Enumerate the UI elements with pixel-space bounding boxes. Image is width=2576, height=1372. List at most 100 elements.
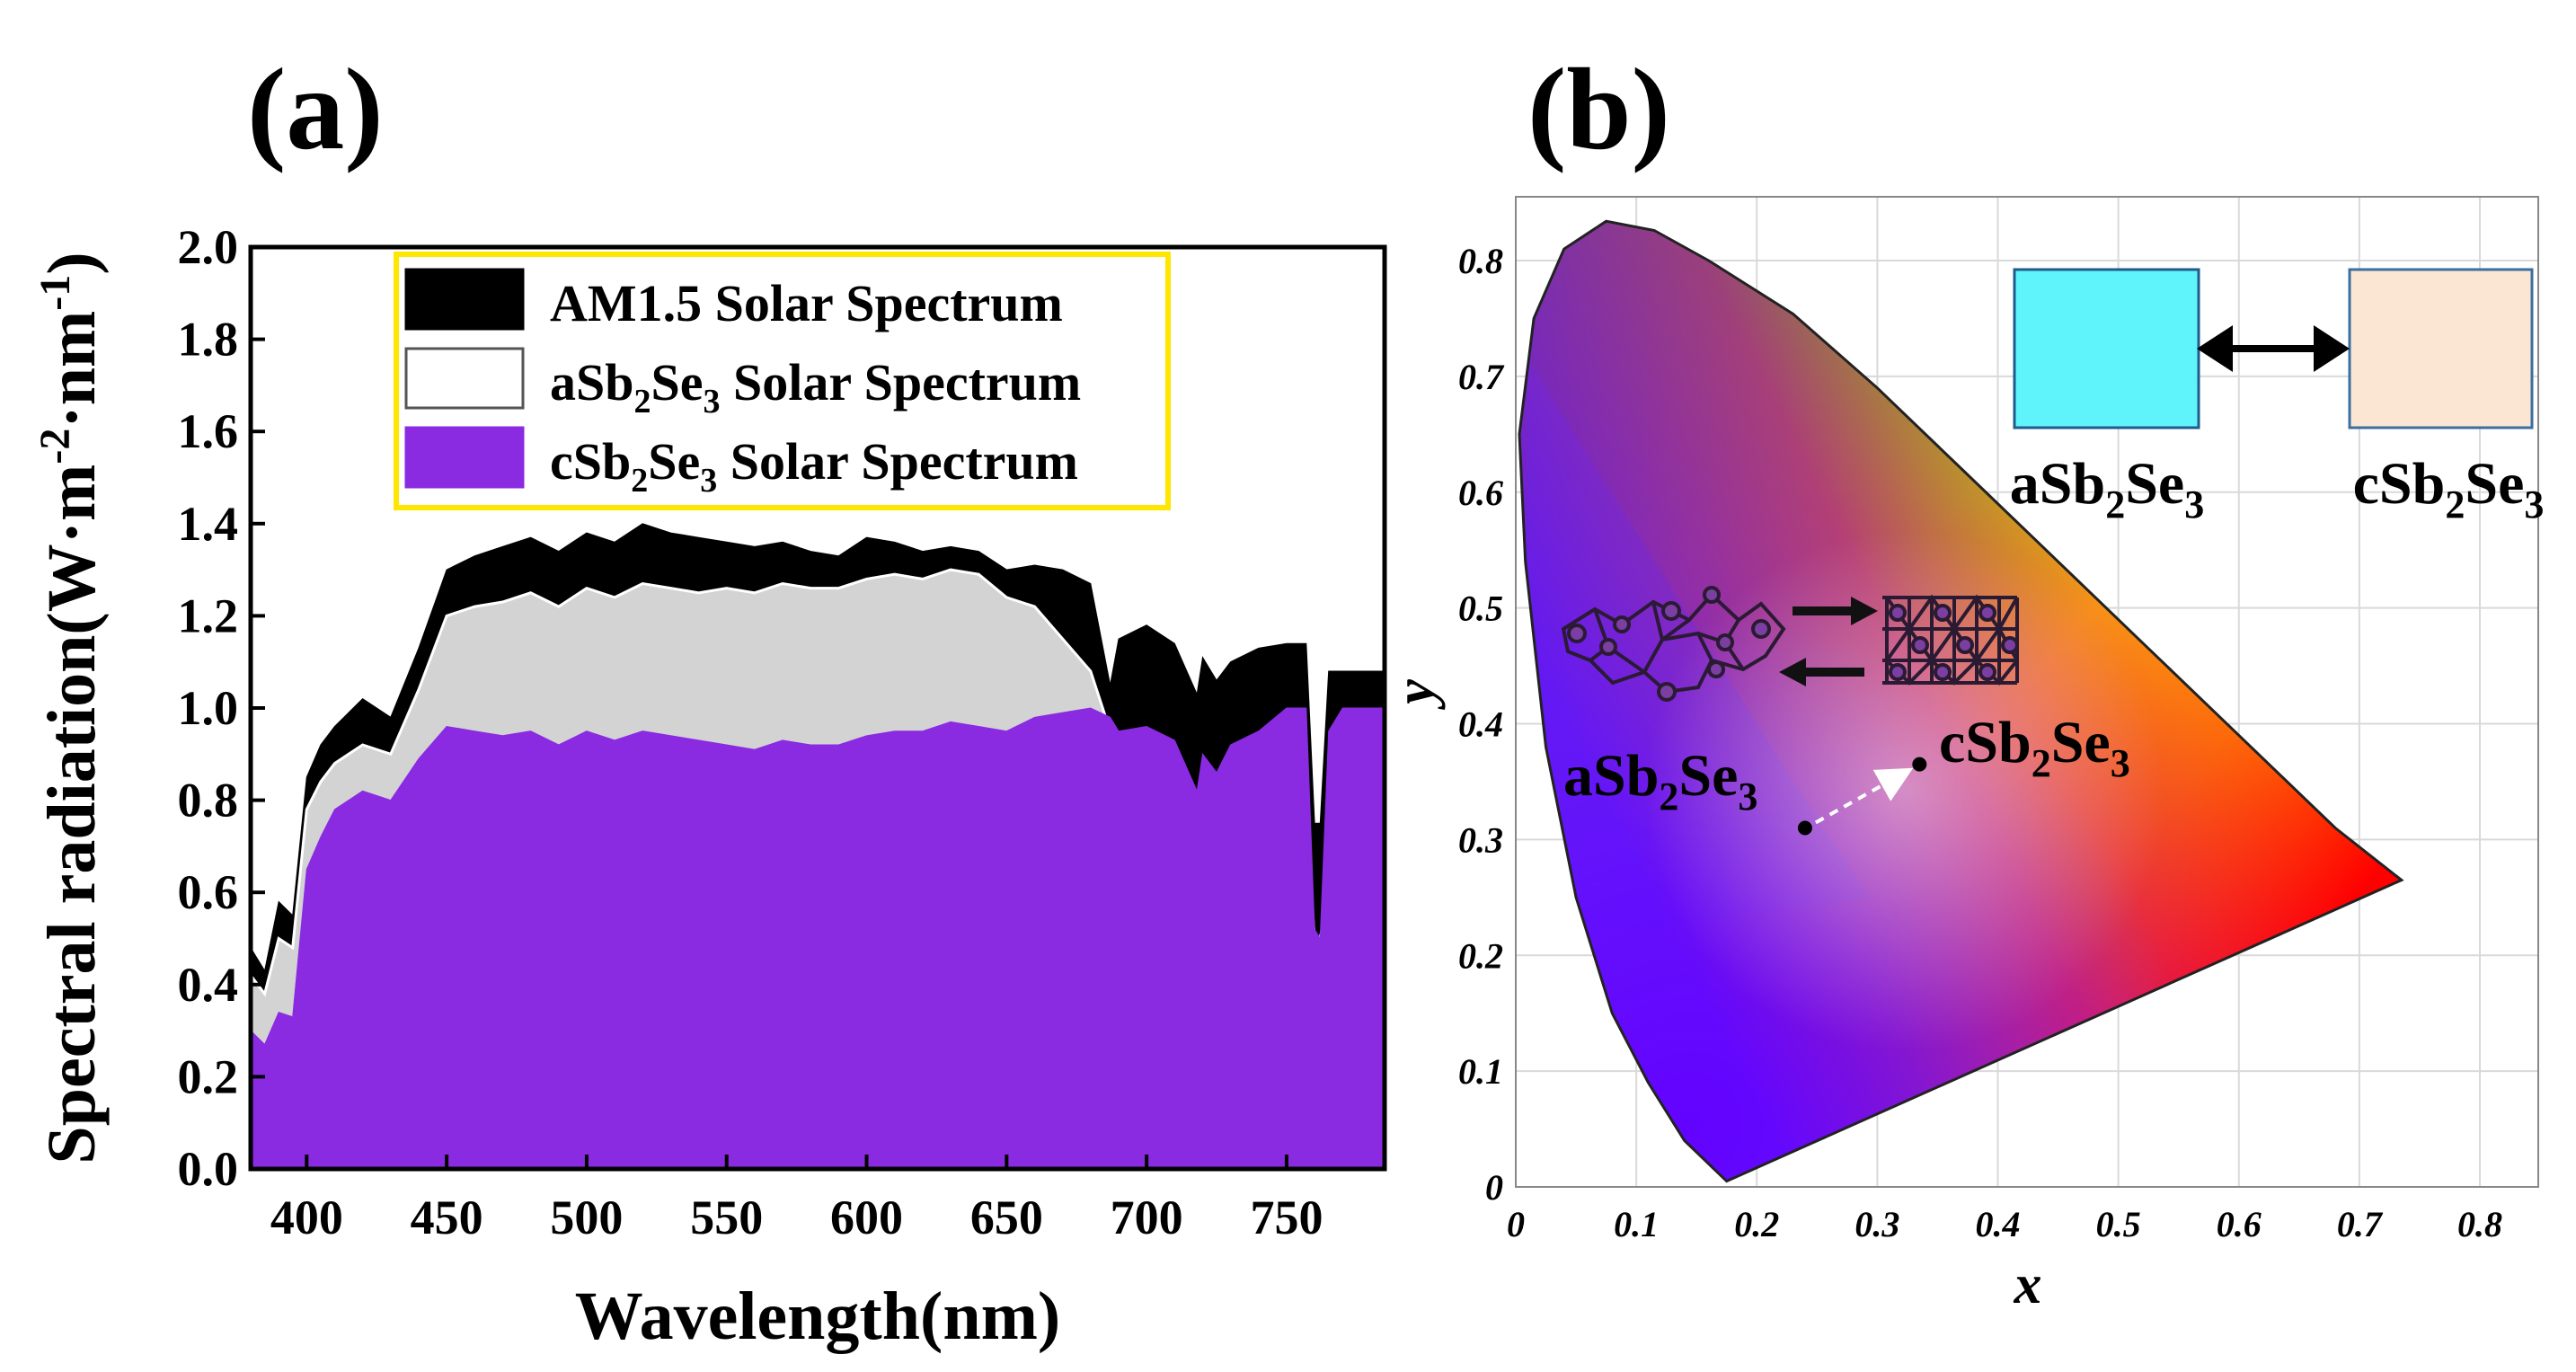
swatch-a-pre: aSb — [2010, 451, 2105, 517]
a-ytick-label: 1.4 — [178, 497, 239, 551]
panel-a-legend: AM1.5 Solar Spectrum aSb2Se3 Solar Spect… — [394, 252, 1171, 510]
shift-arrow — [1814, 767, 1914, 825]
b-ytick-label: 0.1 — [1458, 1051, 1503, 1092]
legend-frame — [394, 252, 1171, 510]
a-ytick-label: 1.2 — [178, 589, 239, 642]
crystalline-structure-illustration — [1882, 594, 2019, 686]
point-asb2se3 — [1797, 820, 1812, 836]
transformation-arrows — [1779, 597, 1878, 686]
ylabel-mid: ·nm — [34, 311, 110, 429]
pt-a-pre: aSb — [1563, 743, 1659, 809]
swatch-a-mid: Se — [2125, 451, 2184, 517]
panel-b-ticks: 0 0.1 0.2 0.3 0.4 0.5 0.6 0.7 0.8 0 0.1 0.2 0.3 0.4 0.… — [1458, 241, 2502, 1244]
a-ytick-label: 0.4 — [178, 958, 239, 1012]
panel-b-xlabel: x — [2014, 1254, 2042, 1315]
legend-a-post: Solar Spectrum — [721, 353, 1082, 412]
point-label-asb2se3: aSb2Se3 — [1563, 743, 1757, 819]
swatch-a-sub2: 2 — [2105, 482, 2125, 527]
b-ytick-label: 0 — [1485, 1167, 1503, 1208]
b-xtick-label: 0.2 — [1734, 1204, 1779, 1244]
swatch-label-asb2se3: aSb2Se3 — [2010, 451, 2204, 527]
a-ytick-label: 0.6 — [178, 865, 239, 919]
legend-c-pre: cSb — [550, 432, 631, 491]
panel-a-xlabel: Wavelength(nm) — [575, 1279, 1060, 1354]
b-ytick-label: 0.2 — [1458, 935, 1503, 976]
b-xtick-label: 0.4 — [1976, 1204, 2021, 1244]
legend-a-sub2: 2 — [634, 383, 651, 420]
b-xtick-label: 0.5 — [2096, 1204, 2141, 1244]
point-label-csb2se3: cSb2Se3 — [1939, 710, 2130, 785]
panel-b-plot-frame — [1515, 196, 2539, 1188]
b-ytick-label: 0.3 — [1458, 819, 1503, 860]
panel-a-ylabel: Spectral radiation(W·m-2·nm-1) — [31, 252, 110, 1164]
a-ytick-label: 0.8 — [178, 774, 239, 828]
legend-label-am15: AM1.5 Solar Spectrum — [550, 274, 1063, 332]
panel-a-ticks: 400 450 500 550 600 650 700 750 0.0 0.2 0.4 0.6 0.8 1… — [178, 220, 1323, 1244]
a-xtick-label: 550 — [690, 1191, 763, 1244]
swatch-c-pre: cSb — [2353, 451, 2446, 517]
b-xtick-label: 0.1 — [1614, 1204, 1659, 1244]
b-ytick-label: 0.5 — [1458, 589, 1503, 629]
legend-label-csb2se3: cSb2Se3 Solar Spectrum — [550, 432, 1078, 500]
spectral-locus-outline — [1518, 219, 2404, 1183]
panel-b-ylabel: y — [1385, 679, 1446, 711]
legend-c-mid: Se — [648, 432, 700, 491]
pt-a-mid: Se — [1678, 743, 1738, 809]
legend-swatch-am15 — [404, 268, 525, 331]
a-xtick-label: 500 — [550, 1191, 623, 1244]
legend-a-pre: aSb — [550, 353, 634, 412]
legend-label-asb2se3: aSb2Se3 Solar Spectrum — [550, 353, 1081, 420]
double-arrow-right-head — [2314, 325, 2350, 372]
a-xtick-label: 450 — [411, 1191, 483, 1244]
ylabel-part1: Spectral radiation(W·m — [34, 465, 110, 1164]
a-xtick-label: 700 — [1111, 1191, 1183, 1244]
swatch-asb2se3 — [2013, 268, 2200, 429]
swatch-c-sub3: 3 — [2524, 482, 2544, 527]
area-series-2 — [251, 707, 1385, 1169]
b-ytick-label: 0.4 — [1458, 704, 1503, 745]
b-ytick-label: 0.8 — [1458, 241, 1503, 281]
a-xtick-label: 400 — [270, 1191, 343, 1244]
a-ytick-label: 1.6 — [178, 404, 239, 458]
ylabel-sup1: -2 — [31, 429, 79, 465]
pt-c-mid: Se — [2051, 710, 2111, 775]
swatch-c-mid: Se — [2465, 451, 2524, 517]
gamut-white-fill — [1519, 221, 2402, 1182]
amorphous-structure-illustration — [1561, 586, 1786, 702]
color-swatch-comparison: aSb2Se3 cSb2Se3 — [2010, 268, 2545, 527]
b-xtick-label: 0 — [1507, 1204, 1525, 1244]
swatch-label-csb2se3: cSb2Se3 — [2353, 451, 2545, 527]
a-ytick-label: 0.2 — [178, 1049, 239, 1103]
swatch-c-sub2: 2 — [2445, 482, 2465, 527]
b-xtick-label: 0.7 — [2337, 1204, 2384, 1244]
a-xtick-label: 650 — [970, 1191, 1043, 1244]
point-csb2se3 — [1912, 757, 1927, 772]
pt-a-sub2: 2 — [1659, 775, 1678, 819]
a-xtick-label: 750 — [1250, 1191, 1323, 1244]
chromaticity-gamut — [1519, 221, 2402, 1182]
b-ytick-label: 0.6 — [1458, 473, 1503, 513]
a-ytick-label: 0.0 — [178, 1142, 239, 1196]
a-ytick-label: 1.0 — [178, 681, 239, 735]
legend-a-sub3: 3 — [704, 383, 721, 420]
legend-swatch-asb2se3 — [404, 347, 525, 410]
legend-a-mid: Se — [651, 353, 704, 412]
b-ytick-label: 0.7 — [1458, 357, 1505, 397]
pt-c-sub3: 3 — [2111, 741, 2130, 785]
swatch-a-sub3: 3 — [2184, 482, 2204, 527]
panel-a-label: (a) — [247, 45, 384, 174]
legend-c-post: Solar Spectrum — [717, 432, 1078, 491]
pt-c-sub2: 2 — [2032, 741, 2051, 785]
legend-c-sub2: 2 — [631, 462, 648, 500]
a-xtick-label: 600 — [830, 1191, 903, 1244]
ylabel-end: ) — [34, 252, 110, 274]
pt-a-sub3: 3 — [1738, 775, 1757, 819]
panel-a-area-series — [251, 523, 1385, 1169]
legend-c-sub3: 3 — [700, 462, 717, 500]
legend-swatch-csb2se3 — [404, 426, 525, 489]
b-xtick-label: 0.3 — [1855, 1204, 1899, 1244]
b-xtick-label: 0.8 — [2457, 1204, 2502, 1244]
swatch-csb2se3 — [2348, 268, 2534, 429]
a-ytick-label: 1.8 — [178, 313, 239, 367]
